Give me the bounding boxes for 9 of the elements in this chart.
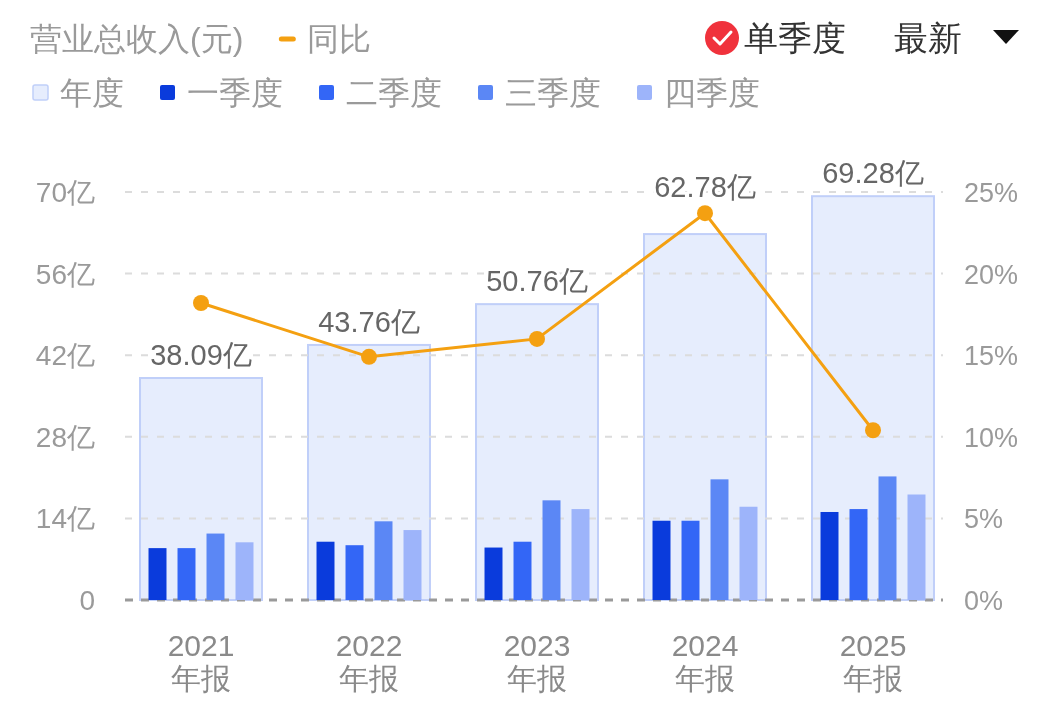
annotation: 单季度 [744, 19, 846, 57]
legend-label: 一季度 [187, 75, 283, 111]
legend-label: 同比 [307, 21, 372, 57]
legend-label: 四季度 [664, 75, 760, 111]
annotation: 最新 [894, 19, 962, 57]
legend-label: 年度 [60, 75, 124, 111]
legend-label: 三季度 [505, 75, 601, 111]
title: 营业总收入(元) [30, 21, 244, 57]
legend-label: 二季度 [346, 75, 442, 111]
